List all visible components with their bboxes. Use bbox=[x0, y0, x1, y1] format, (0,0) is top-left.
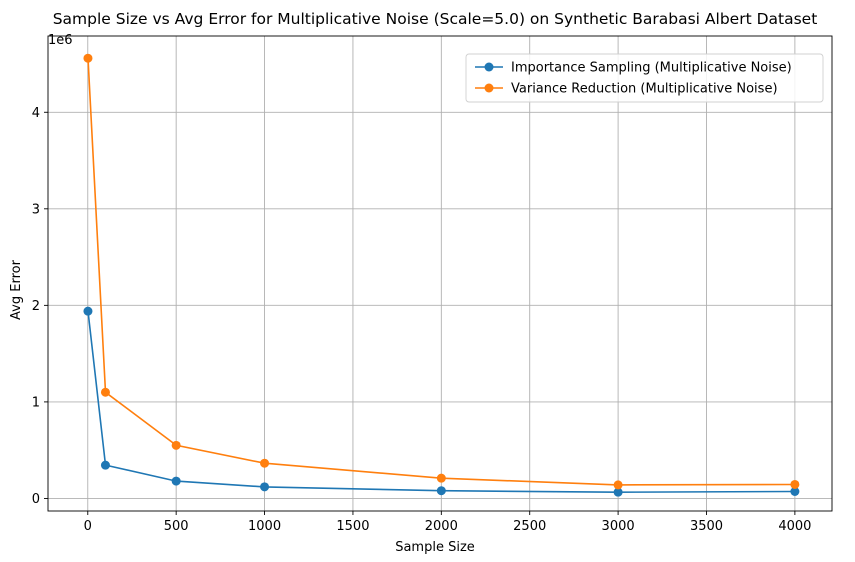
x-tick-label: 3000 bbox=[602, 519, 635, 534]
x-tick-label: 500 bbox=[164, 519, 189, 534]
chart-title: Sample Size vs Avg Error for Multiplicat… bbox=[53, 10, 818, 28]
grid bbox=[48, 36, 832, 511]
x-tick-label: 2000 bbox=[425, 519, 458, 534]
data-point bbox=[790, 479, 800, 489]
y-tick-label: 3 bbox=[32, 202, 40, 217]
x-tick-label: 4000 bbox=[778, 519, 811, 534]
data-point bbox=[436, 486, 446, 496]
data-point bbox=[83, 53, 93, 63]
y-tick-label: 2 bbox=[32, 299, 40, 314]
y-offset-label: 1e6 bbox=[48, 33, 73, 48]
legend-marker bbox=[484, 62, 494, 72]
x-tick-label: 0 bbox=[84, 519, 92, 534]
plot-frame bbox=[47, 35, 833, 512]
legend-item: Importance Sampling (Multiplicative Nois… bbox=[475, 61, 792, 76]
x-tick-label: 3500 bbox=[690, 519, 723, 534]
data-point bbox=[171, 440, 181, 450]
data-point bbox=[171, 476, 181, 486]
legend-box bbox=[465, 53, 824, 103]
data-point bbox=[100, 387, 110, 397]
series-1 bbox=[83, 306, 800, 497]
x-axis-label: Sample Size bbox=[395, 540, 475, 555]
legend-item: Variance Reduction (Multiplicative Noise… bbox=[475, 82, 778, 97]
legend: Importance Sampling (Multiplicative Nois… bbox=[465, 53, 824, 103]
x-tick-label: 2500 bbox=[513, 519, 546, 534]
y-tick-label: 4 bbox=[32, 106, 40, 121]
series-layer bbox=[83, 53, 800, 497]
x-axis-ticks: 0 500 1000 1500 2000 2500 3000 3500 4000 bbox=[84, 511, 811, 534]
data-point bbox=[613, 480, 623, 490]
data-point bbox=[260, 482, 270, 492]
legend-label: Variance Reduction (Multiplicative Noise… bbox=[511, 82, 778, 97]
legend-label: Importance Sampling (Multiplicative Nois… bbox=[511, 61, 792, 76]
data-point bbox=[100, 460, 110, 470]
y-axis-label: Avg Error bbox=[9, 259, 24, 320]
legend-marker bbox=[484, 83, 494, 93]
y-tick-label: 1 bbox=[32, 395, 40, 410]
data-point bbox=[436, 473, 446, 483]
y-axis-ticks: 0 1 2 3 4 bbox=[32, 106, 48, 507]
y-tick-label: 0 bbox=[32, 492, 40, 507]
series-2 bbox=[83, 53, 800, 490]
data-point bbox=[83, 306, 93, 316]
data-point bbox=[790, 486, 800, 496]
x-tick-label: 1500 bbox=[336, 519, 369, 534]
x-tick-label: 1000 bbox=[248, 519, 281, 534]
data-point bbox=[260, 458, 270, 468]
data-point bbox=[613, 487, 623, 497]
